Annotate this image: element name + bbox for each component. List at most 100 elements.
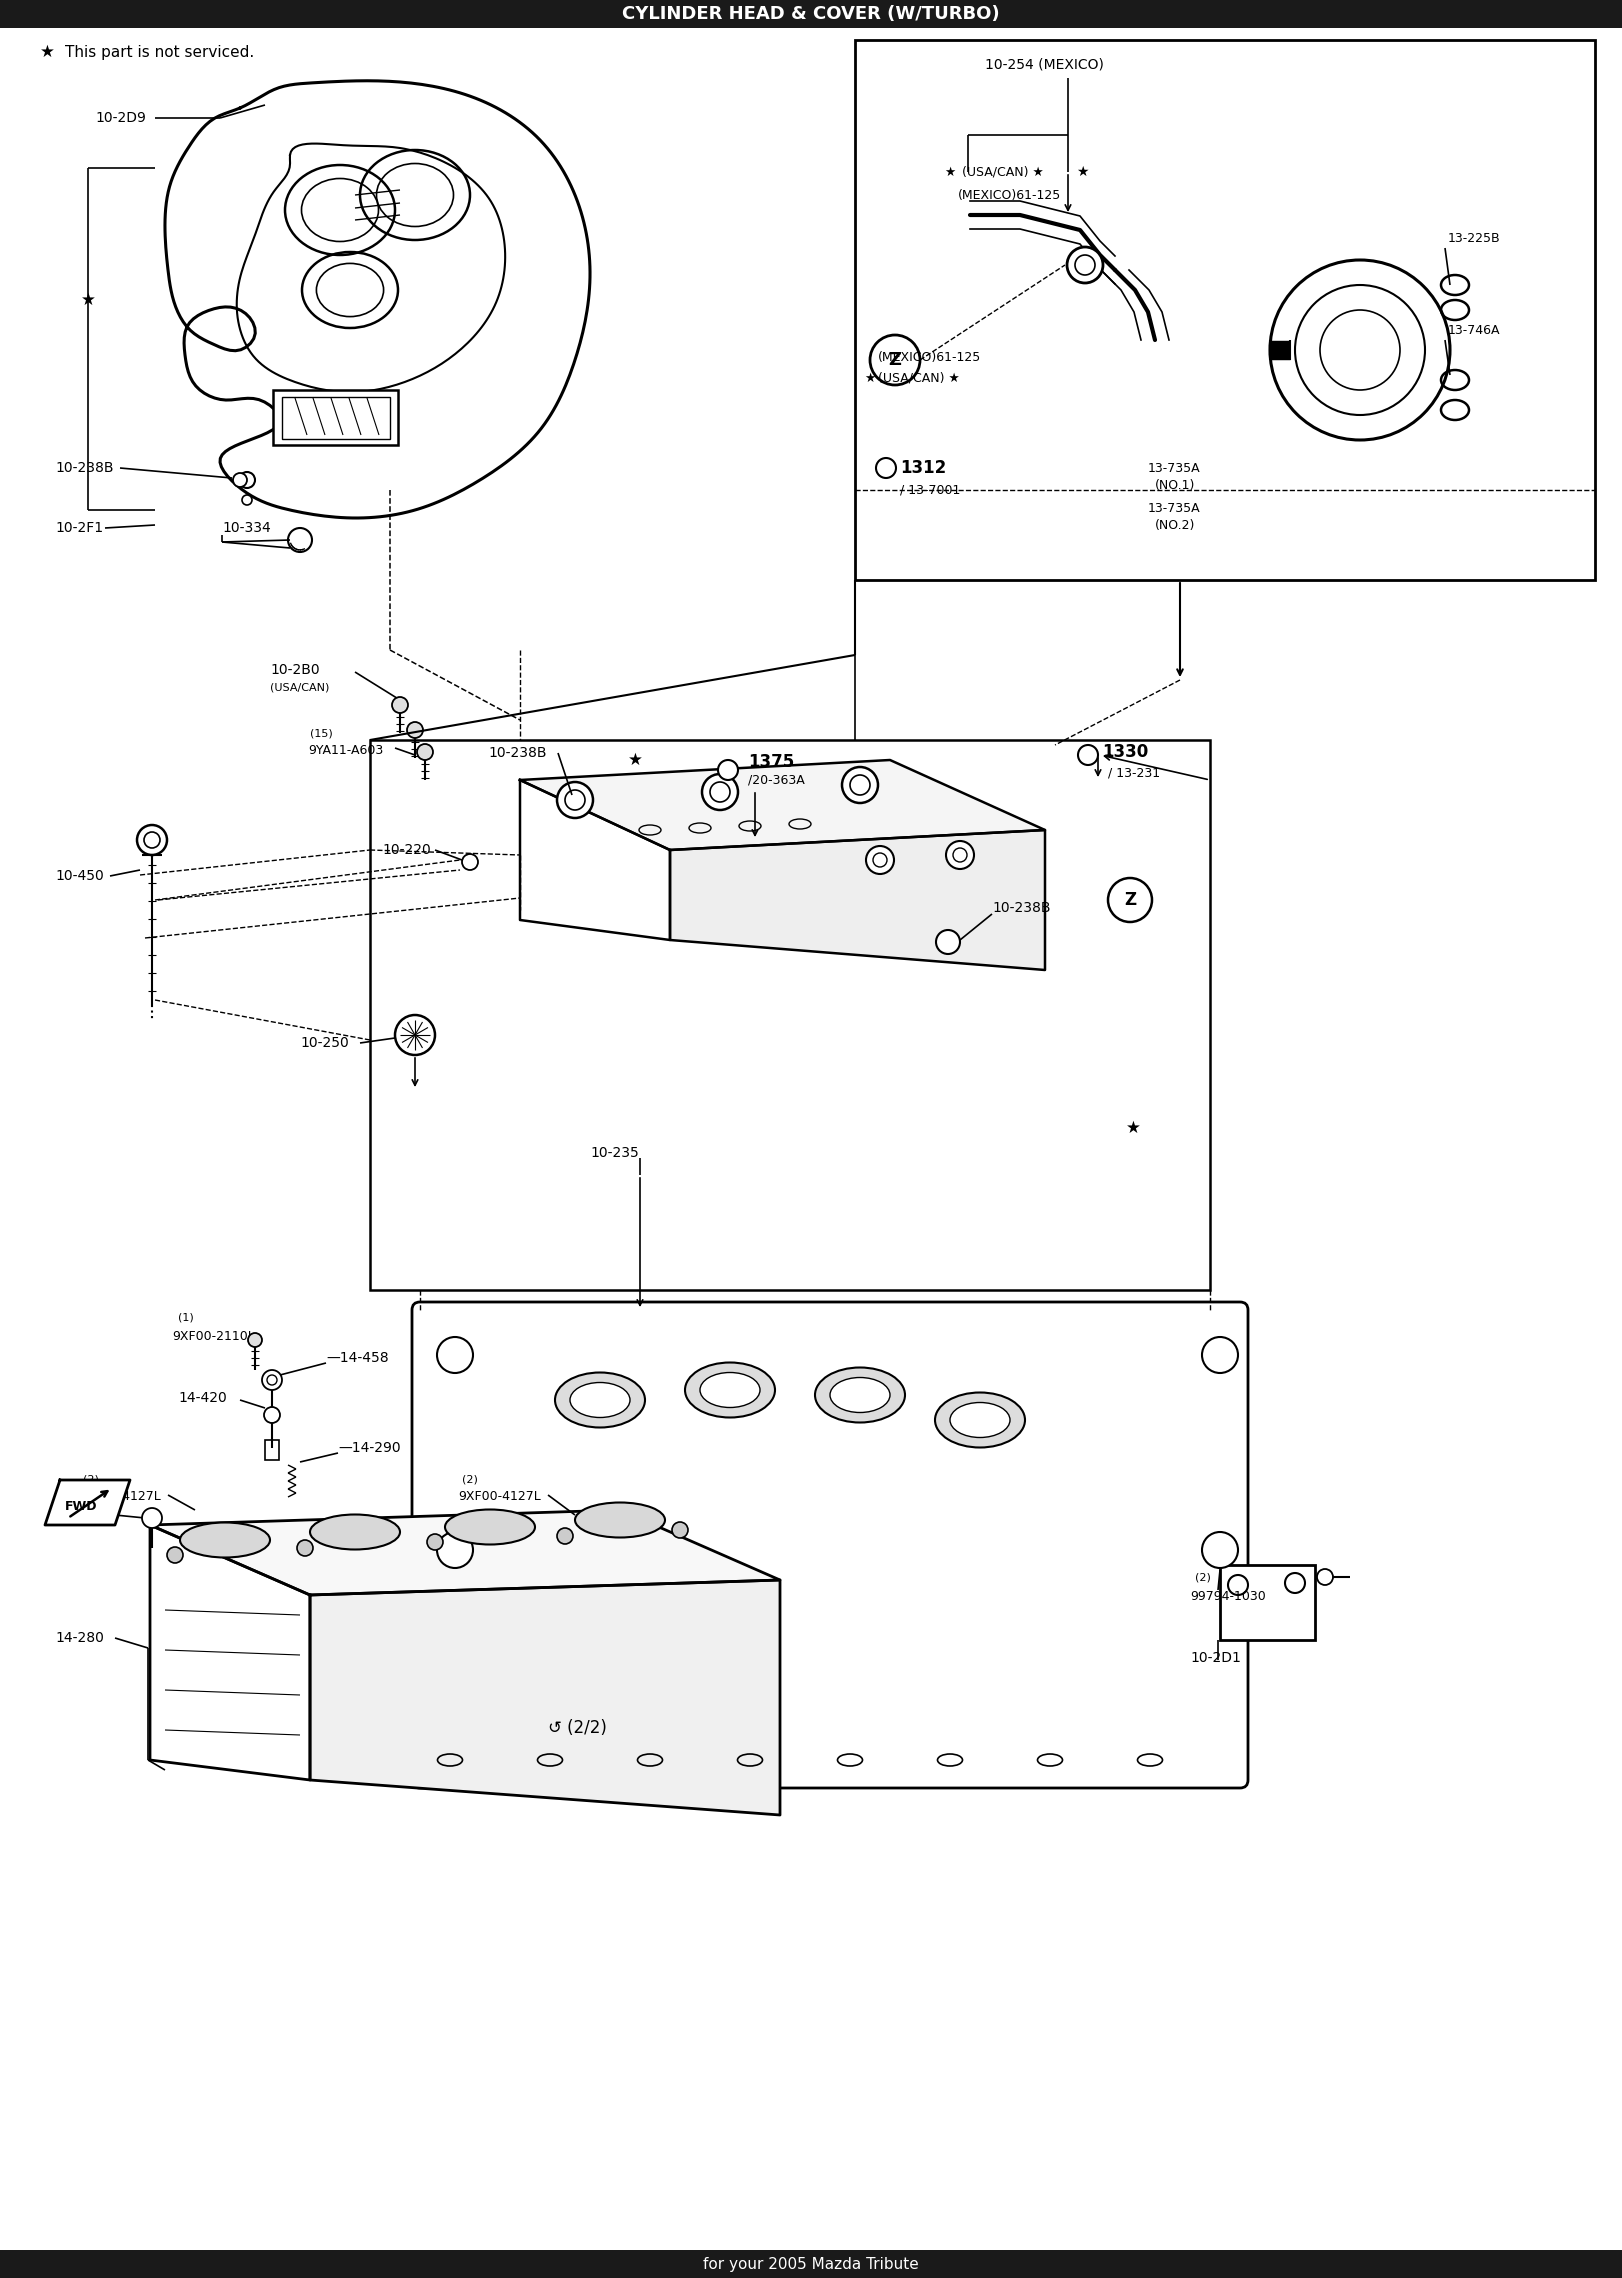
Circle shape [1067, 246, 1103, 282]
FancyBboxPatch shape [412, 1303, 1247, 1788]
Bar [0, 0, 1622, 27]
Circle shape [1228, 1574, 1247, 1595]
Circle shape [1108, 877, 1152, 923]
Text: 13-735A: 13-735A [1148, 501, 1200, 515]
Circle shape [873, 852, 887, 868]
Text: ★: ★ [628, 752, 642, 770]
Circle shape [238, 472, 255, 487]
Circle shape [869, 335, 920, 385]
Polygon shape [670, 829, 1045, 970]
Text: ★: ★ [944, 166, 955, 178]
Text: 9XF00-2110L: 9XF00-2110L [172, 1330, 255, 1342]
Text: (2): (2) [1195, 1574, 1212, 1583]
Text: 9XF00-4127L: 9XF00-4127L [457, 1490, 540, 1503]
Text: —14-290: —14-290 [337, 1442, 401, 1456]
Circle shape [710, 781, 730, 802]
Ellipse shape [934, 1392, 1025, 1447]
Circle shape [234, 474, 247, 487]
Circle shape [144, 831, 161, 847]
Text: ★: ★ [865, 371, 876, 385]
Circle shape [702, 775, 738, 811]
Text: 14-280: 14-280 [55, 1631, 104, 1645]
Circle shape [136, 825, 167, 854]
Text: 10-2D9: 10-2D9 [96, 112, 146, 125]
Polygon shape [45, 1481, 130, 1524]
Polygon shape [149, 1524, 310, 1779]
Ellipse shape [555, 1374, 646, 1428]
Circle shape [866, 845, 894, 875]
Ellipse shape [576, 1503, 665, 1538]
Text: (NO.2): (NO.2) [1155, 519, 1195, 531]
Text: 13-225B: 13-225B [1448, 232, 1500, 244]
Text: 10-238B: 10-238B [488, 745, 547, 761]
Text: ★: ★ [1075, 164, 1088, 180]
Text: 10-334: 10-334 [222, 522, 271, 535]
Text: 10-254 (MEXICO): 10-254 (MEXICO) [985, 57, 1105, 73]
Ellipse shape [684, 1362, 775, 1417]
Text: 1375: 1375 [748, 754, 795, 770]
Circle shape [1320, 310, 1400, 390]
Text: FWD: FWD [65, 1499, 97, 1513]
Bar [855, 41, 1594, 581]
Circle shape [850, 775, 869, 795]
Circle shape [263, 1369, 282, 1390]
Circle shape [1075, 255, 1095, 276]
Text: ★: ★ [1126, 1118, 1140, 1137]
Circle shape [248, 1333, 263, 1346]
Polygon shape [310, 1581, 780, 1816]
Circle shape [1202, 1533, 1238, 1567]
Circle shape [268, 1376, 277, 1385]
Text: 10-238B: 10-238B [55, 460, 114, 476]
Text: 9YA11-A603: 9YA11-A603 [308, 743, 383, 756]
Circle shape [946, 841, 973, 868]
Text: 9XF00-4127L: 9XF00-4127L [78, 1490, 161, 1503]
Bar [272, 390, 397, 444]
Circle shape [954, 847, 967, 861]
Ellipse shape [701, 1374, 761, 1408]
Text: /20-363A: /20-363A [748, 775, 805, 786]
Circle shape [407, 722, 423, 738]
Circle shape [242, 494, 251, 506]
Text: 10-2D1: 10-2D1 [1191, 1652, 1241, 1665]
Circle shape [842, 768, 878, 804]
Text: (2): (2) [462, 1474, 478, 1485]
Text: (MEXICO)61-125: (MEXICO)61-125 [878, 351, 981, 364]
Circle shape [1079, 745, 1098, 765]
Polygon shape [149, 1510, 780, 1595]
Bar [1220, 1565, 1315, 1640]
Circle shape [556, 781, 594, 818]
Circle shape [297, 1540, 313, 1556]
Text: 13-735A: 13-735A [1148, 462, 1200, 474]
Text: for your 2005 Mazda Tribute: for your 2005 Mazda Tribute [702, 2257, 920, 2271]
Circle shape [719, 761, 738, 779]
Circle shape [564, 790, 586, 811]
Circle shape [1285, 1574, 1306, 1592]
Text: 1330: 1330 [1101, 743, 1148, 761]
Text: (USA/CAN) ★: (USA/CAN) ★ [878, 371, 960, 385]
Circle shape [143, 1508, 162, 1529]
Circle shape [417, 745, 433, 761]
Text: 10-450: 10-450 [55, 868, 104, 884]
Ellipse shape [180, 1522, 269, 1558]
Text: 10-220: 10-220 [383, 843, 431, 857]
Ellipse shape [830, 1378, 890, 1412]
Ellipse shape [950, 1403, 1011, 1437]
Text: —14-458: —14-458 [326, 1351, 389, 1365]
Circle shape [396, 1016, 435, 1055]
Circle shape [1270, 260, 1450, 440]
Text: (NO.1): (NO.1) [1155, 478, 1195, 492]
Circle shape [427, 1533, 443, 1549]
Text: 1312: 1312 [900, 458, 946, 476]
Text: 10-238B: 10-238B [993, 902, 1051, 916]
Circle shape [1294, 285, 1426, 415]
Ellipse shape [569, 1383, 629, 1417]
Text: (USA/CAN): (USA/CAN) [269, 683, 329, 693]
Text: (1): (1) [178, 1312, 193, 1324]
Text: ↺ (2/2): ↺ (2/2) [548, 1720, 607, 1738]
Text: CYLINDER HEAD & COVER (W/TURBO): CYLINDER HEAD & COVER (W/TURBO) [623, 5, 999, 23]
Text: 10-2B0: 10-2B0 [269, 663, 320, 677]
Text: 14-458: 14-458 [55, 1508, 104, 1522]
Circle shape [393, 697, 409, 713]
Text: 13-746A: 13-746A [1448, 323, 1500, 337]
Bar [282, 396, 389, 440]
